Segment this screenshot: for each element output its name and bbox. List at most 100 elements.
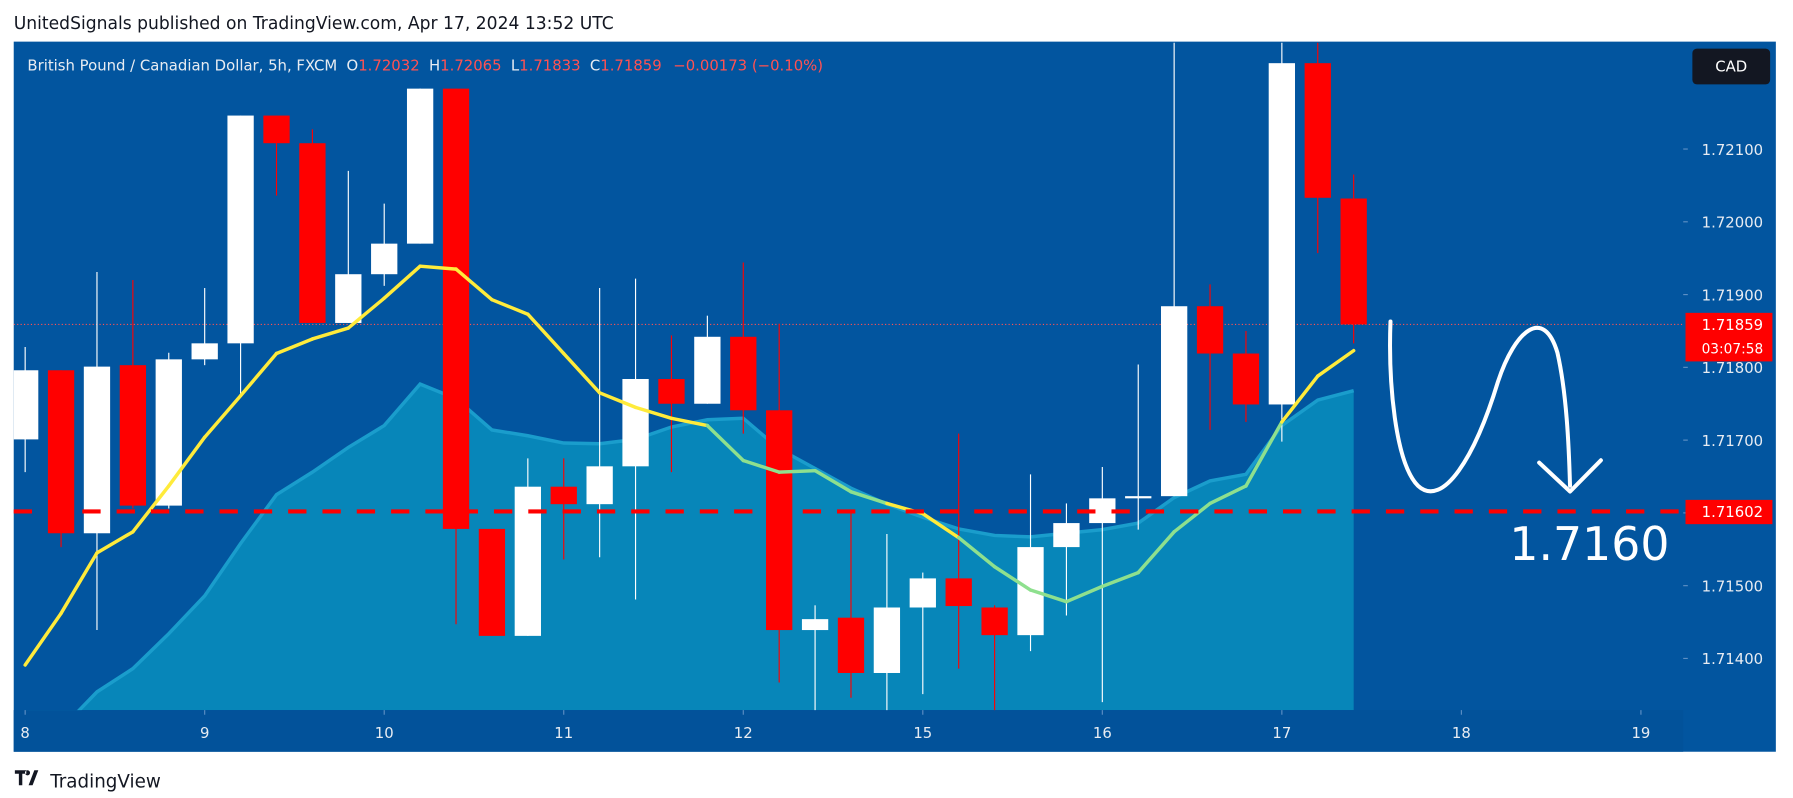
indicator-line: [167, 435, 207, 488]
y-tick-label: 1.71700: [1702, 432, 1763, 450]
candle-body: [622, 378, 649, 467]
candle-body: [550, 486, 577, 505]
indicator-line: [921, 511, 961, 540]
countdown-label: 03:07:58: [1702, 341, 1764, 357]
candle-body: [694, 336, 721, 404]
candle-body: [730, 336, 757, 411]
indicator-line: [813, 468, 853, 494]
indicator-line: [633, 405, 674, 421]
drawn-arrowhead: [1537, 458, 1603, 494]
indicator-line: [777, 468, 817, 474]
x-tick-label: 9: [200, 724, 209, 742]
level-label-box: [1685, 499, 1773, 525]
indicator-line: [1244, 420, 1284, 488]
legend-change: −0.00173 (−0.10%): [673, 56, 823, 74]
candle-body: [1340, 198, 1367, 325]
legend: British Pound / Canadian Dollar, 5h, FXC…: [27, 56, 823, 74]
candle-body: [371, 243, 398, 275]
y-tick-label: 1.72100: [1702, 141, 1763, 159]
x-tick-label: 10: [375, 724, 394, 742]
candle-body: [191, 343, 218, 360]
candle-body: [335, 274, 362, 323]
candle-body: [13, 370, 39, 440]
candle-body: [227, 115, 254, 344]
indicator-line: [418, 264, 458, 271]
indicator-line: [382, 264, 422, 300]
indicator-line: [1064, 584, 1105, 604]
candle-body: [1232, 353, 1260, 405]
indicator-line: [741, 458, 781, 474]
indicator-line: [597, 391, 638, 410]
legend-value: 1.72032: [358, 56, 419, 74]
x-tick-label: 12: [734, 724, 753, 742]
indicator-line: [1316, 348, 1356, 378]
candle-body: [47, 370, 75, 534]
indicator-line: [202, 393, 243, 439]
candle-body: [586, 466, 613, 505]
indicator-line: [1028, 588, 1069, 604]
candle-body: [1125, 496, 1152, 499]
currency-button[interactable]: [1692, 48, 1771, 85]
indicator-line: [310, 326, 351, 341]
indicator-line: [1100, 570, 1140, 589]
footer-logo: [14, 770, 39, 786]
candle-body: [155, 359, 182, 506]
indicator-line: [274, 337, 315, 356]
indicator-line: [454, 267, 494, 302]
candle-body: [909, 578, 936, 608]
candle-body: [945, 578, 972, 607]
currency-label[interactable]: CAD: [1715, 58, 1747, 76]
indicator-line: [1172, 501, 1212, 534]
candle-body: [1304, 63, 1331, 198]
indicator-line: [23, 611, 63, 667]
indicator-line: [346, 296, 386, 330]
candle-body: [1268, 63, 1296, 405]
legend-value: 1.71859: [600, 56, 661, 74]
legend-value: 1.71833: [519, 56, 580, 74]
indicator-line: [526, 312, 566, 356]
x-tick-label: 17: [1272, 724, 1291, 742]
price-label: 1.71859: [1702, 316, 1763, 334]
time-axis: [13, 710, 1684, 752]
level-label: 1.71602: [1702, 503, 1763, 521]
overlay: 1.714001.715001.716001.717001.718001.719…: [13, 141, 1773, 742]
x-tick-label: 15: [913, 724, 932, 742]
y-tick-label: 1.71500: [1702, 577, 1763, 595]
candle-body: [873, 607, 901, 673]
candle-body: [658, 378, 685, 404]
indicator-line: [1136, 530, 1176, 575]
annotation: 1.7160: [1509, 517, 1669, 571]
legend-key: H: [429, 56, 440, 74]
indicator-line: [562, 351, 602, 395]
indicator-line: [669, 416, 710, 428]
legend-symbol: British Pound / Canadian Dollar, 5h, FXC…: [27, 56, 337, 74]
legend-value: 1.72065: [440, 56, 501, 74]
indicator-line: [1208, 484, 1248, 506]
y-tick-label: 1.72000: [1702, 214, 1763, 232]
candle-body: [119, 365, 147, 506]
indicator-line: [956, 535, 997, 569]
candle-body: [766, 410, 793, 631]
candle-body: [837, 617, 865, 673]
x-tick-label: 16: [1093, 724, 1112, 742]
candle-body: [299, 143, 326, 323]
header: UnitedSignals published on TradingView.c…: [14, 14, 614, 34]
drawn-arrow: [1388, 319, 1573, 494]
indicator-line: [1280, 374, 1320, 424]
x-tick-label: 19: [1631, 724, 1650, 742]
indicator-line: [238, 351, 279, 398]
plot: [13, 42, 1684, 711]
legend-key: L: [511, 56, 520, 74]
footer: TradingView: [49, 772, 160, 793]
legend-key: C: [590, 56, 600, 74]
candle-body: [1160, 306, 1188, 497]
candle-body: [478, 528, 506, 636]
indicator-line: [490, 297, 530, 316]
indicator-line: [131, 484, 171, 534]
y-tick-label: 1.71800: [1702, 359, 1763, 377]
indicator-line: [992, 565, 1033, 592]
candle-body: [514, 486, 541, 636]
legend-key: O: [347, 56, 359, 74]
